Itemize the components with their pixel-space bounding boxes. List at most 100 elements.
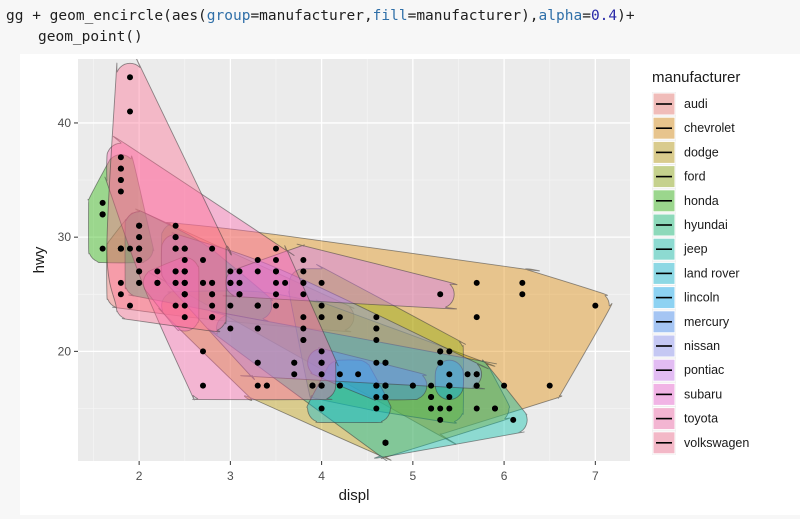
point-audi bbox=[209, 291, 216, 298]
point-toyota bbox=[254, 257, 261, 263]
point-ford bbox=[373, 394, 380, 401]
point-honda bbox=[117, 188, 124, 195]
point-hyundai bbox=[199, 279, 206, 286]
point-nissan bbox=[300, 336, 307, 343]
point-honda bbox=[117, 165, 124, 172]
point-chevrolet bbox=[282, 279, 289, 286]
point-land-rover bbox=[373, 405, 380, 412]
point-chevrolet bbox=[437, 405, 444, 412]
point-subaru bbox=[181, 279, 188, 286]
point-dodge bbox=[318, 314, 325, 321]
point-toyota bbox=[136, 222, 143, 229]
point-toyota bbox=[172, 222, 179, 229]
point-toyota bbox=[199, 382, 206, 389]
code-line-1: gg + geom_encircle(aes(group=manufacture… bbox=[6, 8, 635, 24]
point-audi bbox=[117, 279, 124, 286]
point-toyota bbox=[254, 268, 261, 275]
point-nissan bbox=[272, 291, 279, 298]
point-dodge bbox=[382, 394, 389, 401]
point-toyota bbox=[227, 279, 234, 286]
point-honda bbox=[99, 211, 106, 218]
point-hyundai bbox=[136, 268, 143, 275]
point-jeep bbox=[227, 325, 234, 332]
point-pontiac bbox=[300, 279, 307, 286]
point-audi bbox=[209, 279, 216, 286]
legend-label-hyundai: hyundai bbox=[684, 218, 728, 232]
point-dodge bbox=[291, 371, 298, 378]
legend-label-lincoln: lincoln bbox=[684, 291, 719, 305]
point-hyundai bbox=[181, 257, 188, 263]
encircle-land-rover bbox=[306, 359, 392, 424]
point-chevrolet bbox=[437, 348, 444, 355]
point-volkswagen bbox=[209, 314, 216, 321]
point-chevrolet bbox=[473, 314, 480, 321]
point-chevrolet bbox=[437, 359, 444, 366]
point-volkswagen bbox=[209, 245, 216, 252]
legend-label-pontiac: pontiac bbox=[684, 363, 724, 377]
point-mercury bbox=[409, 382, 416, 389]
x-tick-label: 5 bbox=[410, 469, 417, 483]
encircle-mercury bbox=[307, 347, 428, 402]
point-ford bbox=[373, 359, 380, 366]
point-dodge bbox=[254, 382, 261, 389]
encircle-volkswagen bbox=[106, 59, 232, 333]
point-subaru bbox=[181, 302, 188, 309]
point-ford bbox=[336, 382, 343, 389]
legend-label-jeep: jeep bbox=[683, 242, 708, 256]
encircle-pontiac bbox=[222, 243, 458, 310]
point-ford bbox=[373, 336, 380, 343]
point-pontiac bbox=[437, 291, 444, 298]
point-toyota bbox=[172, 234, 179, 241]
point-toyota bbox=[117, 154, 124, 161]
legend-label-nissan: nissan bbox=[684, 339, 720, 353]
point-jeep bbox=[510, 416, 517, 423]
point-dodge bbox=[428, 405, 435, 412]
legend-label-volkswagen: volkswagen bbox=[684, 436, 749, 450]
point-jeep bbox=[382, 359, 389, 366]
point-dodge bbox=[428, 382, 435, 389]
point-dodge bbox=[300, 314, 307, 321]
encircle-layer bbox=[87, 59, 613, 461]
point-chevrolet bbox=[473, 279, 480, 286]
x-tick-label: 4 bbox=[318, 469, 325, 483]
plot-output: 2 3 4 5 6 7 20 30 40 displ hwy manufacturer audi… bbox=[20, 54, 800, 515]
point-ford bbox=[300, 291, 307, 298]
point-nissan bbox=[272, 279, 279, 286]
point-hyundai bbox=[199, 257, 206, 263]
legend-label-honda: honda bbox=[684, 194, 719, 208]
point-dodge bbox=[300, 325, 307, 332]
point-toyota bbox=[318, 382, 325, 389]
point-chevrolet bbox=[519, 279, 526, 286]
point-jeep bbox=[291, 359, 298, 366]
point-ford bbox=[318, 371, 325, 378]
legend-label-toyota: toyota bbox=[684, 412, 718, 426]
point-lincoln bbox=[446, 371, 453, 378]
point-audi bbox=[236, 291, 243, 298]
point-toyota bbox=[117, 177, 124, 184]
point-hyundai bbox=[172, 279, 179, 286]
encircle-toyota bbox=[104, 135, 339, 401]
point-chevrolet bbox=[592, 302, 599, 309]
point-dodge bbox=[491, 405, 498, 412]
point-pontiac bbox=[236, 279, 243, 286]
point-chevrolet bbox=[473, 405, 480, 412]
point-subaru bbox=[181, 291, 188, 298]
point-toyota bbox=[199, 348, 206, 355]
point-dodge bbox=[254, 325, 261, 332]
x-axis-label: displ bbox=[339, 487, 370, 504]
axes: 2 3 4 5 6 7 20 30 40 bbox=[58, 116, 599, 483]
point-chevrolet bbox=[437, 416, 444, 423]
point-chevrolet bbox=[546, 382, 553, 389]
point-ford bbox=[318, 302, 325, 309]
point-volkswagen bbox=[136, 279, 143, 286]
point-volkswagen bbox=[136, 245, 143, 252]
point-land-rover bbox=[318, 405, 325, 412]
point-ford bbox=[446, 405, 453, 412]
point-honda bbox=[99, 199, 106, 206]
point-volkswagen bbox=[127, 302, 134, 309]
x-tick-label: 7 bbox=[592, 469, 599, 483]
encircle-chart: 2 3 4 5 6 7 20 30 40 displ hwy manufacturer audi… bbox=[31, 59, 749, 504]
point-audi bbox=[117, 291, 124, 298]
point-pontiac bbox=[300, 268, 307, 275]
point-hyundai bbox=[254, 302, 261, 309]
